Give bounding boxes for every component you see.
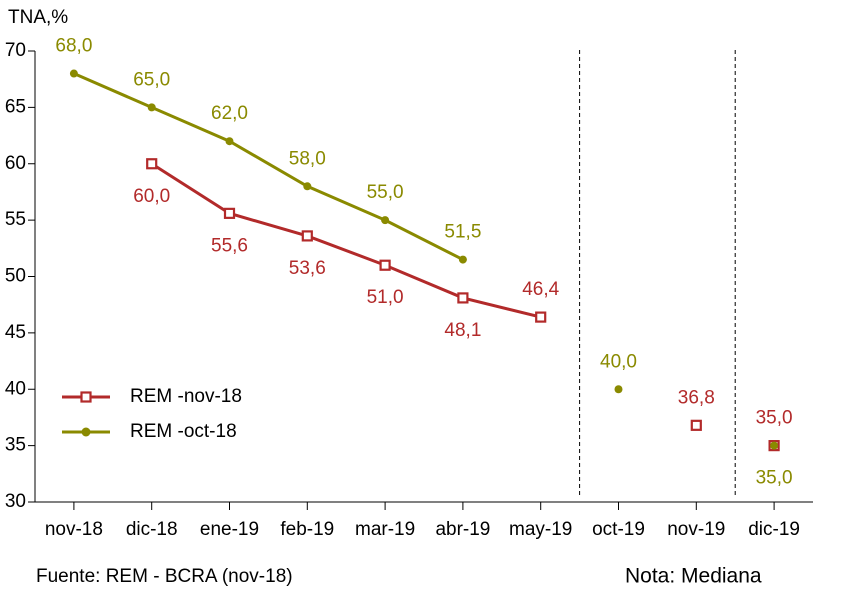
y-tick-label: 50 [5, 266, 26, 287]
legend-marker [80, 391, 92, 403]
x-tick-label: may-19 [509, 519, 572, 540]
value-label: 58,0 [289, 148, 326, 169]
y-tick-label: 40 [5, 378, 26, 399]
value-label: 51,5 [444, 222, 481, 243]
value-label: 53,6 [289, 258, 326, 279]
value-label: 35,0 [756, 468, 793, 489]
value-label: 35,0 [756, 408, 793, 429]
y-tick-label: 45 [5, 322, 26, 343]
point [458, 255, 467, 264]
point [147, 103, 156, 112]
x-tick-label: dic-18 [126, 519, 178, 540]
x-tick-label: abr-19 [435, 519, 490, 540]
y-tick-label: 70 [5, 40, 26, 61]
source-note: Fuente: REM - BCRA (nov-18) [36, 566, 293, 587]
x-tick-label: nov-19 [667, 519, 725, 540]
series-line [73, 72, 464, 261]
legend-label: REM -nov-18 [130, 386, 242, 407]
x-tick-label: ene-19 [200, 519, 259, 540]
value-label: 62,0 [211, 103, 248, 124]
point [301, 230, 313, 242]
value-label: 55,6 [211, 235, 248, 256]
point [381, 216, 390, 225]
y-tick-label: 30 [5, 491, 26, 512]
x-tick-label: dic-19 [748, 519, 800, 540]
point [303, 182, 312, 191]
note: Nota: Mediana [625, 565, 762, 588]
x-tick-label: feb-19 [280, 519, 334, 540]
point [223, 207, 236, 219]
value-label: 60,0 [133, 186, 170, 207]
point [690, 419, 702, 431]
value-label: 51,0 [367, 287, 404, 308]
y-axis-title: TNA,% [8, 7, 68, 28]
value-label: 46,4 [522, 279, 559, 300]
point [69, 69, 78, 78]
point [614, 385, 623, 394]
point [457, 292, 469, 304]
series-line [150, 162, 542, 319]
x-tick-label: nov-18 [45, 519, 103, 540]
value-label: 65,0 [133, 69, 170, 90]
y-tick-label: 60 [5, 153, 26, 174]
point [379, 259, 391, 271]
x-tick-label: mar-19 [355, 519, 415, 540]
legend-marker [81, 427, 91, 437]
x-tick-label: oct-19 [592, 519, 645, 540]
point [535, 311, 547, 323]
legend-label: REM -oct-18 [130, 421, 237, 442]
value-label: 48,1 [444, 320, 481, 341]
y-tick-label: 55 [5, 209, 26, 230]
value-label: 68,0 [55, 36, 92, 57]
point [146, 158, 158, 170]
value-label: 36,8 [678, 387, 715, 408]
y-tick-label: 35 [5, 435, 26, 456]
value-label: 55,0 [367, 182, 404, 203]
point [225, 137, 234, 146]
y-tick-label: 65 [5, 96, 26, 117]
value-label: 40,0 [600, 351, 637, 372]
point [770, 441, 779, 450]
